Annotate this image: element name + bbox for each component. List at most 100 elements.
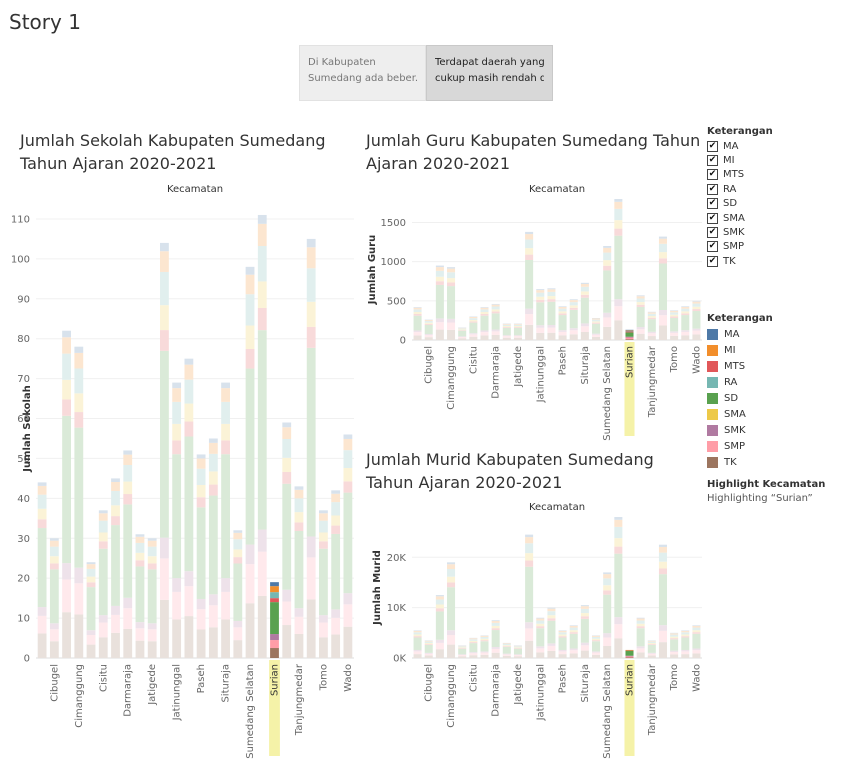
bar-segment — [647, 316, 656, 318]
bar-stack — [458, 645, 467, 658]
color-legend-item-smk[interactable]: SMK — [707, 422, 773, 438]
checkbox-checked-icon[interactable]: ✔ — [707, 227, 718, 239]
bar-segment — [233, 549, 243, 558]
bar-stack — [670, 632, 679, 658]
bar-segment — [513, 324, 522, 327]
bar-stack — [62, 330, 71, 658]
chart-guru-title-line2: Ajaran 2020-2021 — [366, 154, 511, 173]
bar-segment — [558, 335, 567, 340]
bar-segment — [62, 399, 71, 416]
bar-segment — [625, 657, 634, 659]
bar-segment — [658, 546, 667, 553]
checkbox-checked-icon[interactable]: ✔ — [707, 140, 718, 152]
bar-segment — [480, 309, 489, 313]
color-legend-label: SMA — [724, 408, 746, 420]
story-point-1[interactable]: Di Kabupaten Sumedang ada beber.. — [299, 45, 426, 101]
bar-segment — [184, 364, 194, 380]
bar-segment — [172, 423, 182, 441]
bar-segment — [282, 438, 292, 458]
bar-segment — [647, 317, 656, 320]
bar-segment — [536, 292, 545, 297]
category-label: Paseh — [558, 346, 569, 375]
bar-segment — [282, 589, 292, 602]
story-point-2[interactable]: Terdapat daerah yang cukup masih rendah … — [426, 45, 553, 101]
chart-murid-title: Jumlah Murid Kabupaten Sumedang Tahun Aj… — [366, 448, 654, 494]
bar-segment — [458, 328, 467, 330]
color-legend-label: MTS — [724, 360, 746, 372]
color-legend-item-ma[interactable]: MA — [707, 326, 773, 342]
bar-segment — [343, 438, 353, 451]
bar-segment — [569, 627, 578, 631]
chart-sekolah: 0 10 20 30 40 50 60 70 80 90 100 110 Kecamatan Jumlah… — [11, 184, 354, 759]
bar-segment — [558, 330, 567, 332]
bar-segment — [491, 620, 500, 623]
bar-segment — [413, 634, 422, 637]
color-legend-item-sma[interactable]: SMA — [707, 406, 773, 422]
bar-stack — [502, 323, 511, 340]
bar-segment — [480, 636, 489, 639]
filter-item-ra[interactable]: ✔ RA — [707, 182, 773, 196]
bar-segment — [692, 630, 701, 633]
bar-segment — [98, 622, 108, 638]
bar-segment — [647, 644, 656, 653]
bar-segment — [558, 634, 567, 637]
bar-segment — [603, 260, 612, 266]
color-legend-item-smp[interactable]: SMP — [707, 438, 773, 454]
chart-murid: 0K 10K 20K Kecamatan Jumlah Murid Cibugel Cima… — [372, 502, 702, 759]
filter-item-sma[interactable]: ✔ SMA — [707, 211, 773, 225]
bar-segment — [569, 648, 578, 651]
checkbox-checked-icon[interactable]: ✔ — [707, 155, 718, 167]
bar-stack — [569, 625, 578, 658]
bar-segment — [547, 332, 556, 340]
checkbox-checked-icon[interactable]: ✔ — [707, 255, 718, 267]
bar-segment — [135, 536, 145, 543]
bar-segment — [491, 304, 500, 307]
bar-segment — [502, 336, 511, 338]
checkbox-checked-icon[interactable]: ✔ — [707, 198, 718, 210]
bar-segment — [647, 652, 656, 654]
highlight-value[interactable]: Highlighting “Surian” — [707, 493, 813, 504]
checkbox-checked-icon[interactable]: ✔ — [707, 212, 718, 224]
bar-segment — [580, 605, 589, 607]
bar-segment — [547, 650, 556, 658]
bar-segment — [558, 306, 567, 307]
checkbox-checked-icon[interactable]: ✔ — [707, 183, 718, 195]
bar-segment — [135, 534, 145, 537]
checkbox-checked-icon[interactable]: ✔ — [707, 169, 718, 181]
bar-segment — [37, 528, 47, 608]
category-label: Tanjungmedar — [294, 663, 305, 736]
bar-segment — [658, 552, 667, 562]
filter-item-mi[interactable]: ✔ MI — [707, 153, 773, 167]
bar-segment — [257, 330, 267, 530]
bar-segment — [458, 336, 467, 337]
bar-stack — [625, 649, 634, 659]
filter-item-ma[interactable]: ✔ MA — [707, 139, 773, 153]
bar-stack — [413, 630, 422, 658]
filter-item-label: SMA — [723, 212, 745, 224]
color-legend-item-ra[interactable]: RA — [707, 374, 773, 390]
bar-segment — [413, 630, 422, 631]
bar-segment — [435, 596, 444, 600]
color-legend-item-tk[interactable]: TK — [707, 454, 773, 470]
bar-segment — [658, 568, 667, 575]
bar-segment — [525, 566, 534, 623]
bar-segment — [447, 286, 456, 319]
bar-segment — [447, 587, 456, 631]
filter-item-smk[interactable]: ✔ SMK — [707, 225, 773, 239]
filter-item-smp[interactable]: ✔ SMP — [707, 240, 773, 254]
bar-segment — [62, 379, 71, 400]
checkbox-checked-icon[interactable]: ✔ — [707, 241, 718, 253]
filter-item-sd[interactable]: ✔ SD — [707, 197, 773, 211]
filter-item-tk[interactable]: ✔ TK — [707, 254, 773, 268]
bar-stack — [681, 306, 690, 340]
color-legend-item-mts[interactable]: MTS — [707, 358, 773, 374]
bar-segment — [569, 625, 578, 626]
bar-segment — [331, 493, 341, 503]
bar-segment — [525, 248, 534, 255]
bar-segment — [447, 278, 456, 283]
color-legend-item-sd[interactable]: SD — [707, 390, 773, 406]
filter-item-mts[interactable]: ✔ MTS — [707, 168, 773, 182]
color-legend-item-mi[interactable]: MI — [707, 342, 773, 358]
bar-segment — [343, 468, 353, 482]
bar-stack — [435, 595, 444, 658]
